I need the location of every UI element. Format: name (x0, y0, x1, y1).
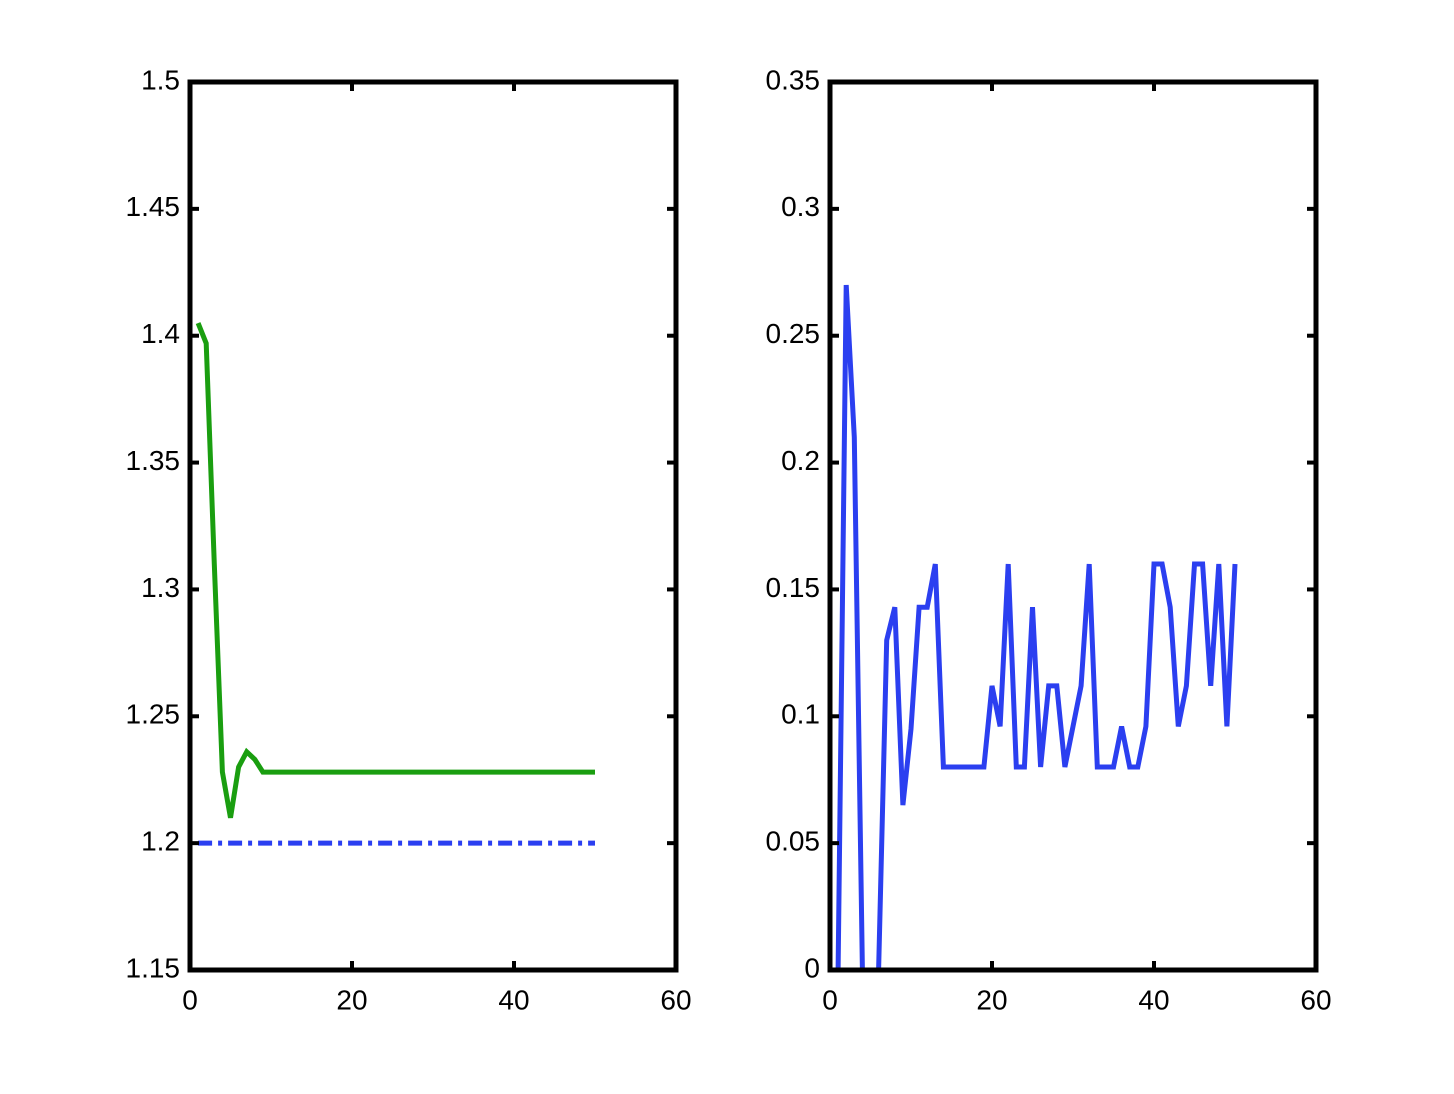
y-tick-label: 0.1 (781, 699, 820, 730)
y-tick-label: 0.05 (766, 826, 821, 857)
y-tick-label: 1.15 (126, 952, 181, 983)
y-tick-label: 0.15 (766, 572, 821, 603)
y-tick-label: 1.45 (126, 191, 181, 222)
axes-box (187, 79, 679, 973)
y-tick-label: 1.25 (126, 699, 181, 730)
y-tick-label: 1.4 (141, 318, 180, 349)
y-tick-label: 1.2 (141, 826, 180, 857)
y-tick-label: 1.3 (141, 572, 180, 603)
y-tick-label: 0.25 (766, 318, 821, 349)
x-tick-label: 20 (336, 984, 367, 1015)
y-tick-label: 0 (804, 952, 820, 983)
x-tick-label: 0 (182, 984, 198, 1015)
y-tick-label: 0.2 (781, 445, 820, 476)
x-tick-label: 40 (498, 984, 529, 1015)
data-line (195, 322, 595, 819)
x-tick-label: 20 (976, 984, 1007, 1015)
axes-box (827, 79, 1319, 973)
x-tick-label: 60 (1300, 984, 1331, 1015)
y-tick-label: 0.3 (781, 191, 820, 222)
x-tick-label: 40 (1138, 984, 1169, 1015)
y-tick-label: 0.35 (766, 64, 821, 95)
data-line (835, 284, 1238, 973)
x-tick-label: 60 (660, 984, 691, 1015)
y-tick-label: 1.35 (126, 445, 181, 476)
x-tick-label: 0 (822, 984, 838, 1015)
y-tick-label: 1.5 (141, 64, 180, 95)
